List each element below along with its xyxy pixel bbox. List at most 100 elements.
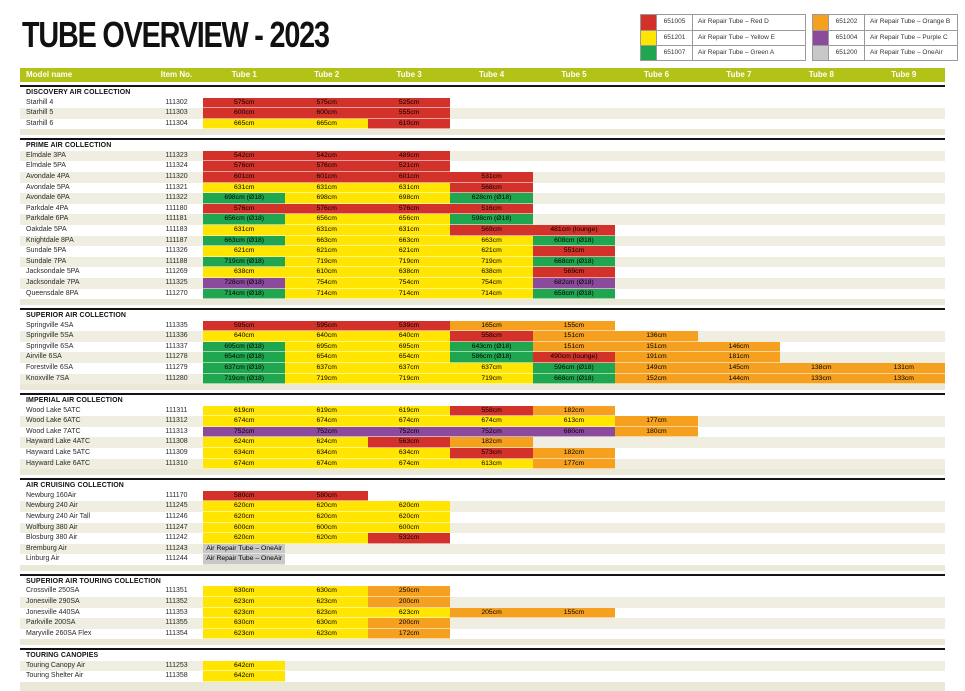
tube-cell: 698cm bbox=[367, 193, 451, 204]
tube-cell-empty bbox=[780, 342, 862, 353]
tube-cell-empty bbox=[863, 618, 945, 629]
tube-cell-empty bbox=[863, 671, 945, 682]
item-no-cell: 111325 bbox=[165, 278, 188, 286]
tube-cell: 638cm bbox=[450, 267, 533, 278]
table-row: Knightdale 8PA 111187 663cm (Ø18) 663cm 663c… bbox=[20, 235, 945, 247]
model-name-cell: Avondale 6PA bbox=[26, 194, 70, 202]
tube-cell: 698cm bbox=[285, 193, 368, 204]
tube-cell-empty bbox=[533, 533, 615, 544]
tube-cell: 149cm bbox=[615, 362, 698, 374]
table-row: Newburg 160Air 111170 580cm 580cm bbox=[20, 490, 945, 502]
tube-cell-empty bbox=[863, 214, 945, 225]
tube-cell-empty bbox=[533, 98, 615, 109]
tube-cell: 600cm bbox=[367, 522, 451, 534]
tube-cell: 490cm (lounge) bbox=[532, 352, 616, 363]
tube-cell-empty bbox=[863, 98, 945, 109]
tube-cell: 674cm bbox=[285, 416, 368, 427]
tube-cell-empty bbox=[615, 554, 697, 565]
tube-cell: 728cm (Ø18) bbox=[203, 277, 286, 289]
tube-cell: 133cm bbox=[862, 373, 945, 385]
tube-cell: 623cm bbox=[285, 596, 368, 608]
tube-cell-empty bbox=[863, 151, 945, 162]
tube-cell: 619cm bbox=[285, 405, 368, 417]
tube-cell: 576cm bbox=[203, 161, 286, 172]
tube-cell: 542cm bbox=[203, 150, 286, 162]
tube-cell: 610cm bbox=[285, 267, 368, 278]
table-row: Elmdale 3PA 111323 542cm 542cm 489cm bbox=[20, 150, 945, 162]
tube-cell: 665cm bbox=[285, 118, 368, 130]
tube-cell-empty bbox=[698, 586, 780, 597]
tube-cell: 613cm bbox=[450, 458, 533, 470]
item-no-cell: 111310 bbox=[165, 459, 188, 467]
model-name-cell: Jonesville 440SA bbox=[26, 608, 80, 616]
section-spacer bbox=[20, 475, 945, 479]
tube-cell-empty bbox=[863, 267, 945, 278]
tube-cell-empty bbox=[615, 406, 697, 417]
tube-cell: 630cm bbox=[203, 586, 286, 597]
tube-cell: 623cm bbox=[285, 607, 368, 619]
tube-cell: 719cm bbox=[367, 256, 451, 268]
model-name-cell: Blosburg 380 Air bbox=[26, 534, 78, 542]
item-no-cell: 111311 bbox=[165, 406, 188, 414]
tube-cell: 680cm bbox=[532, 426, 616, 438]
tube-cell-empty bbox=[863, 172, 945, 183]
section-title: AIR CRUISING COLLECTION bbox=[20, 478, 945, 491]
tube-cell-empty bbox=[780, 278, 862, 289]
tube-cell: 516cm bbox=[450, 203, 533, 215]
tube-cell: 656cm (Ø18) bbox=[203, 214, 286, 225]
tube-cell: 623cm bbox=[203, 628, 286, 640]
table-row: Jonesville 290SA 111352 623cm 623cm 200cm bbox=[20, 596, 945, 608]
tube-cell-empty bbox=[780, 459, 862, 470]
table-row: Crossville 250SA 111351 630cm 630cm 250cm bbox=[20, 586, 945, 597]
tube-cell-empty bbox=[615, 501, 697, 512]
table-row: Queensdale 8PA 111270 714cm (Ø18) 714cm 714c… bbox=[20, 288, 945, 300]
tube-cell: 665cm bbox=[203, 118, 286, 130]
tube-cell-empty bbox=[615, 151, 697, 162]
tube-cell: 138cm bbox=[780, 362, 863, 374]
legend-item-code: 651202 bbox=[828, 15, 865, 30]
section-gap bbox=[20, 564, 945, 571]
section-spacer bbox=[20, 390, 945, 394]
tube-cell-empty bbox=[615, 225, 697, 236]
tube-cell-empty bbox=[780, 427, 862, 438]
tube-cell: 624cm bbox=[203, 437, 286, 449]
tube-cell: 191cm bbox=[615, 352, 698, 363]
tube-cell-empty bbox=[698, 172, 780, 183]
tube-cell-empty bbox=[615, 119, 697, 130]
model-name-cell: Touring Shelter Air bbox=[26, 672, 84, 680]
tube-cell-empty bbox=[698, 406, 780, 417]
tube-cell: 623cm bbox=[367, 607, 451, 619]
tube-cell: 752cm bbox=[450, 426, 533, 438]
tube-cell: 695cm (Ø18) bbox=[203, 341, 286, 353]
tube-cell-empty bbox=[615, 618, 697, 629]
table-row: Newburg 240 Air Tall 111246 620cm 620cm 620c… bbox=[20, 511, 945, 523]
tube-cell: 598cm (Ø18) bbox=[450, 214, 533, 225]
tube-cell-empty bbox=[615, 491, 697, 502]
item-no-cell: 111326 bbox=[165, 247, 188, 255]
table-row: Avondale 5PA 111321 631cm 631cm 631cm 568cm bbox=[20, 182, 945, 194]
section-title: SUPERIOR AIR COLLECTION bbox=[20, 308, 945, 321]
item-no-cell: 111243 bbox=[165, 544, 188, 552]
model-name-cell: Hayward Lake 6ATC bbox=[26, 459, 91, 467]
tube-cell: 654cm bbox=[285, 352, 368, 363]
tube-cell: 752cm bbox=[203, 426, 286, 438]
section-gap bbox=[20, 469, 945, 476]
tube-cell: 613cm bbox=[532, 416, 616, 427]
tube-cell: 668cm (Ø18) bbox=[532, 373, 616, 385]
tube-cell: 674cm bbox=[450, 416, 533, 427]
tube-cell-empty bbox=[780, 586, 862, 597]
tube-cell: 663cm bbox=[285, 235, 368, 247]
tube-cell-empty bbox=[780, 151, 862, 162]
tube-cell: 575cm bbox=[285, 97, 368, 109]
tube-cell: 172cm bbox=[367, 628, 451, 640]
tube-cell-empty bbox=[698, 246, 780, 257]
column-header: Tube 9 bbox=[891, 70, 917, 79]
tube-cell-empty bbox=[863, 459, 945, 470]
tube-cell: 177cm bbox=[615, 416, 698, 427]
tube-cell-empty bbox=[698, 671, 780, 682]
tube-cell: 714cm bbox=[450, 288, 533, 300]
model-name-cell: Forestville 6SA bbox=[26, 363, 74, 371]
table-row: Hayward Lake 6ATC 111310 674cm 674cm 674cm 61… bbox=[20, 458, 945, 470]
model-name-cell: Parkdale 6PA bbox=[26, 215, 69, 223]
tube-cell-empty bbox=[615, 321, 697, 332]
